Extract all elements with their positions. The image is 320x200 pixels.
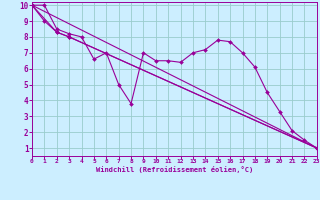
X-axis label: Windchill (Refroidissement éolien,°C): Windchill (Refroidissement éolien,°C) bbox=[96, 166, 253, 173]
